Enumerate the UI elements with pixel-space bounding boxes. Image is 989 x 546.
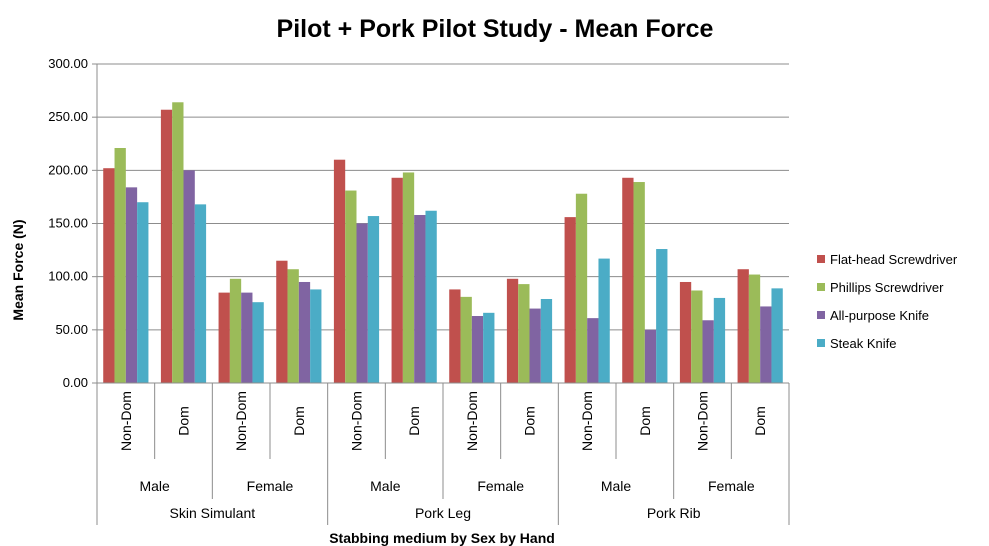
legend-label: Phillips Screwdriver [830, 280, 944, 295]
category-label-hand: Dom [291, 406, 307, 436]
bar [194, 204, 207, 383]
bar [691, 290, 703, 383]
y-tick-label: 0.00 [63, 375, 88, 390]
bar [506, 278, 519, 383]
category-label-medium: Pork Rib [647, 505, 701, 521]
category-label-medium: Pork Leg [415, 505, 471, 521]
bar [229, 278, 242, 383]
bar [356, 223, 368, 383]
bar [540, 298, 553, 383]
bar [391, 177, 403, 383]
category-label-sex: Female [247, 478, 294, 494]
bar [183, 170, 195, 383]
legend: Flat-head Screwdriver Phillips Screwdrive… [817, 252, 958, 351]
legend-label: All-purpose Knife [830, 308, 929, 323]
legend-swatch [817, 283, 825, 291]
legend-label: Flat-head Screwdriver [830, 252, 958, 267]
category-label-hand: Non-Dom [349, 391, 365, 451]
bar [483, 312, 495, 383]
category-label-hand: Non-Dom [695, 391, 711, 451]
legend-swatch [817, 311, 825, 319]
bar [218, 292, 230, 383]
bar [333, 159, 346, 383]
category-label-medium: Skin Simulant [170, 505, 256, 521]
category-label-sex: Male [370, 478, 401, 494]
bar [449, 289, 461, 383]
category-label-sex: Female [708, 478, 755, 494]
category-label-hand: Dom [637, 406, 653, 436]
y-axis-label: Mean Force (N) [10, 219, 26, 320]
y-tick-label: 100.00 [48, 269, 88, 284]
category-label-hand: Non-Dom [579, 391, 595, 451]
bar [298, 281, 311, 383]
bar [103, 168, 115, 383]
bar [760, 306, 772, 383]
bar [160, 109, 173, 384]
bar [114, 148, 126, 383]
category-label-hand: Dom [522, 406, 538, 436]
bar [460, 296, 472, 383]
bar [633, 182, 645, 383]
category-label-hand: Non-Dom [118, 391, 134, 451]
bar [345, 190, 357, 383]
category-label-hand: Non-Dom [464, 391, 480, 451]
bar [276, 260, 288, 383]
bar [252, 302, 264, 383]
category-label-sex: Female [477, 478, 524, 494]
bar [702, 320, 714, 383]
x-axis-label: Stabbing medium by Sex by Hand [329, 530, 555, 546]
bar [402, 172, 415, 383]
bar [713, 297, 726, 383]
legend-swatch [817, 339, 825, 347]
bar [644, 329, 657, 383]
bar [241, 292, 253, 383]
bar [414, 214, 426, 383]
bar [622, 177, 634, 383]
y-tick-label: 300.00 [48, 56, 88, 71]
y-tick-label: 250.00 [48, 109, 88, 124]
bar [518, 284, 530, 383]
y-tick-label: 200.00 [48, 162, 88, 177]
legend-label: Steak Knife [830, 336, 897, 351]
bar [471, 316, 484, 383]
bar [125, 187, 138, 383]
bar [287, 269, 299, 383]
bar [529, 308, 541, 383]
bar [587, 318, 599, 383]
bar [367, 216, 380, 383]
bar [564, 217, 576, 383]
bar [748, 274, 761, 383]
bar [737, 269, 749, 383]
bar [172, 102, 184, 383]
category-label-hand: Non-Dom [233, 391, 249, 451]
bar [679, 281, 692, 383]
category-label-hand: Dom [752, 406, 768, 436]
bar [771, 288, 783, 383]
category-label-sex: Male [601, 478, 632, 494]
bar [310, 289, 322, 383]
legend-swatch [817, 255, 825, 263]
bar [137, 202, 149, 383]
category-label-hand: Dom [406, 406, 422, 436]
chart-title: Pilot + Pork Pilot Study - Mean Force [277, 15, 714, 43]
y-tick-label: 50.00 [55, 322, 88, 337]
bar [598, 258, 610, 383]
bar [575, 193, 588, 383]
y-tick-label: 150.00 [48, 216, 88, 231]
category-label-sex: Male [139, 478, 170, 494]
bar [656, 249, 668, 383]
bar [425, 210, 437, 383]
category-label-hand: Dom [176, 406, 192, 436]
